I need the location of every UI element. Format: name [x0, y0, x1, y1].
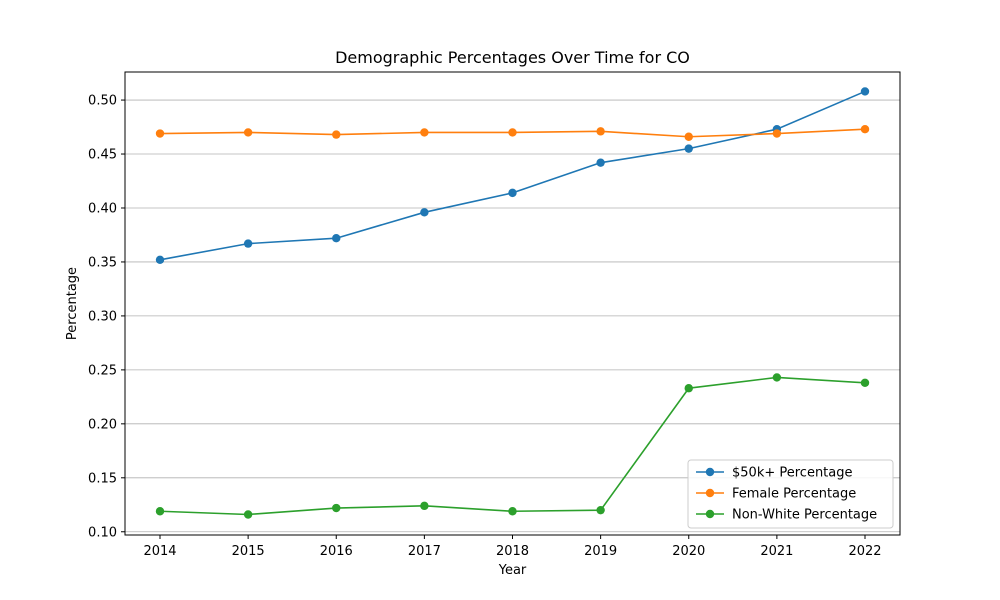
y-tick-label: 0.10 [88, 525, 117, 540]
x-tick-label: 2022 [848, 544, 881, 559]
legend-item: Female Percentage [696, 487, 856, 502]
data-point [772, 129, 782, 138]
data-point [596, 127, 605, 136]
legend-item: $50k+ Percentage [696, 466, 853, 481]
legend-box [687, 459, 894, 529]
axis-ticks: 0.10 0.15 0.20 0.25 0.30 0.35 0.40 0.45 0.50 2014… [88, 94, 882, 559]
y-axis-label: Percentage [65, 267, 80, 340]
y-tick-label: 0.25 [88, 363, 117, 378]
data-point [684, 384, 693, 393]
series-2 [155, 373, 870, 519]
data-point [243, 510, 253, 519]
legend-swatch-marker [705, 488, 715, 498]
series-layer [155, 87, 870, 519]
data-point [420, 208, 429, 217]
data-point [684, 144, 693, 153]
data-point [420, 501, 429, 511]
legend: $50k+ Percentage Female Percentage Non-Whi… [687, 459, 894, 529]
data-point [596, 505, 605, 515]
y-tick-label: 0.30 [88, 309, 117, 324]
data-point [508, 507, 517, 516]
chart-title: Demographic Percentages Over Time for CO [335, 48, 690, 67]
y-tick-label: 0.40 [88, 201, 117, 216]
data-point [420, 128, 429, 137]
data-point [332, 503, 341, 513]
series-0 [155, 87, 870, 264]
data-point [508, 188, 517, 198]
y-tick-label: 0.35 [88, 255, 117, 270]
series-line [159, 90, 866, 261]
legend-label: Female Percentage [732, 487, 856, 502]
data-point [684, 132, 693, 141]
x-tick-label: 2014 [143, 544, 176, 559]
x-tick-label: 2018 [496, 544, 529, 559]
data-point [772, 373, 782, 382]
data-point [860, 125, 870, 134]
legend-swatch-marker [705, 467, 715, 477]
data-point [332, 234, 341, 243]
legend-swatch-marker [705, 509, 715, 519]
y-tick-label: 0.20 [88, 417, 117, 432]
x-tick-label: 2021 [760, 544, 793, 559]
grid-lines [125, 99, 900, 533]
data-point [155, 507, 165, 516]
y-tick-label: 0.50 [88, 94, 117, 109]
x-tick-label: 2020 [672, 544, 705, 559]
x-axis-label: Year [498, 563, 527, 578]
x-tick-label: 2017 [408, 544, 441, 559]
x-tick-label: 2016 [320, 544, 353, 559]
data-point [596, 158, 605, 167]
y-tick-label: 0.45 [88, 148, 117, 163]
x-tick-label: 2015 [232, 544, 265, 559]
data-point [243, 128, 253, 137]
data-point [508, 128, 517, 137]
data-point [860, 87, 870, 96]
legend-label: Non-White Percentage [732, 508, 877, 523]
data-point [155, 129, 165, 138]
series-1 [155, 125, 870, 141]
data-point [243, 239, 253, 248]
data-point [155, 255, 165, 264]
x-tick-label: 2019 [584, 544, 617, 559]
legend-item: Non-White Percentage [696, 508, 877, 523]
y-tick-label: 0.15 [88, 471, 117, 486]
data-point [332, 130, 341, 139]
data-point [860, 378, 870, 388]
legend-label: $50k+ Percentage [732, 466, 853, 481]
